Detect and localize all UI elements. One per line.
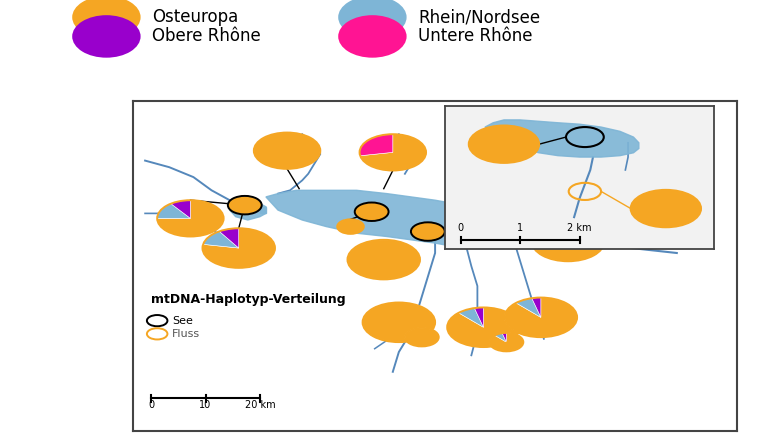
Wedge shape [359,134,393,156]
Wedge shape [203,231,239,248]
Bar [502,225,529,245]
Wedge shape [532,222,604,261]
Wedge shape [355,202,388,221]
Wedge shape [171,200,191,218]
Text: 2 km: 2 km [567,224,592,234]
Text: Fluss: Fluss [173,329,201,339]
Wedge shape [405,328,439,346]
Wedge shape [532,297,541,317]
Wedge shape [228,196,261,214]
Wedge shape [157,204,191,218]
Wedge shape [474,308,483,327]
Wedge shape [337,219,364,234]
Wedge shape [469,125,539,163]
Ellipse shape [72,15,141,58]
Polygon shape [485,120,639,157]
Wedge shape [495,333,506,342]
Text: 20 km: 20 km [245,400,275,410]
Ellipse shape [338,15,407,58]
Text: mtDNA-Haplotyp-Verteilung: mtDNA-Haplotyp-Verteilung [151,293,346,306]
Wedge shape [505,297,577,337]
Polygon shape [230,203,266,220]
Wedge shape [363,303,435,342]
Wedge shape [220,228,239,248]
Wedge shape [502,333,506,342]
Wedge shape [157,200,223,236]
Wedge shape [202,228,275,268]
Text: 10: 10 [199,400,211,410]
Ellipse shape [338,0,407,38]
Wedge shape [537,224,568,242]
Wedge shape [447,308,520,347]
Wedge shape [563,222,568,242]
Ellipse shape [72,0,141,38]
Text: 0: 0 [148,400,154,410]
Polygon shape [260,207,266,213]
Wedge shape [516,298,541,317]
Text: 1: 1 [517,224,523,234]
Wedge shape [458,308,483,327]
Text: Obere Rhône: Obere Rhône [152,27,261,45]
Text: 0: 0 [458,224,464,234]
Wedge shape [411,222,445,241]
Wedge shape [553,222,568,242]
Text: See: See [173,315,193,326]
Text: Osteuropa: Osteuropa [152,8,238,26]
Wedge shape [496,222,532,242]
Wedge shape [631,190,701,227]
Polygon shape [266,190,520,246]
Wedge shape [489,333,524,351]
Text: Untere Rhône: Untere Rhône [418,27,533,45]
Wedge shape [360,134,426,170]
Text: Rhein/Nordsee: Rhein/Nordsee [418,8,540,26]
Wedge shape [347,240,420,279]
Wedge shape [254,132,320,169]
